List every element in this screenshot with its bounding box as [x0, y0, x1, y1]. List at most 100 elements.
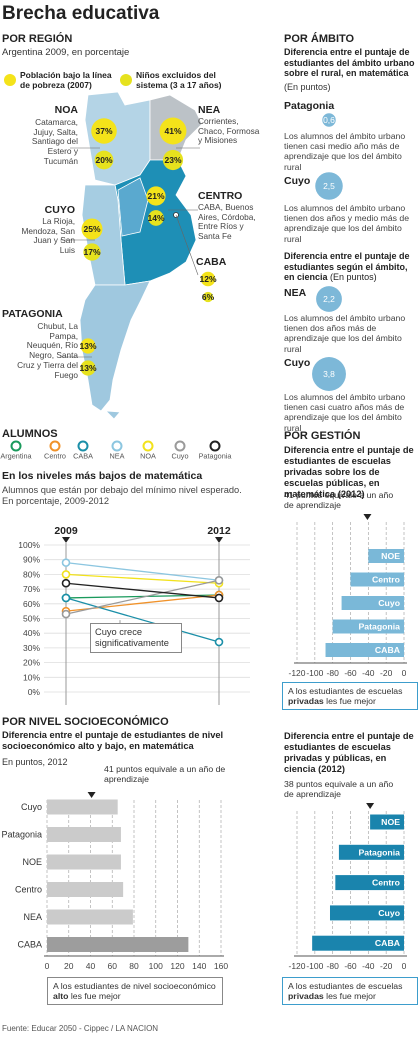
bar — [47, 799, 118, 815]
point — [61, 570, 71, 579]
region-name: PATAGONIA — [2, 308, 63, 320]
bubble — [80, 360, 96, 376]
legend-label: Cuyo — [171, 452, 188, 461]
bar-label: NEA — [23, 912, 42, 922]
bar-label: NOE — [381, 817, 400, 827]
y-tick-label: 50% — [23, 614, 40, 624]
y-tick-label: 20% — [23, 658, 40, 668]
bubble — [312, 357, 346, 391]
bubble — [159, 117, 187, 145]
x-tick-label: 0 — [402, 961, 407, 971]
chart-title: Diferencia entre el puntaje de estudiant… — [284, 251, 418, 283]
chart-title: Diferencia entre el puntaje de estudiant… — [2, 730, 224, 751]
bubble-label: 17% — [83, 247, 100, 257]
source: Fuente: Educar 2050 - Cippec / LA NACION — [2, 1024, 159, 1033]
reference-label: 38 puntos equivale a un año de aprendiza… — [284, 779, 394, 800]
bar — [368, 549, 404, 563]
bubble — [202, 291, 214, 303]
note-text: alto — [53, 991, 69, 1002]
chart-subtitle: (En puntos) — [330, 272, 377, 283]
bubble-label: 13% — [79, 341, 96, 351]
point — [61, 593, 71, 603]
subtitle: Argentina 2009, en porcentaje — [2, 47, 130, 58]
bar-label: NOE — [22, 857, 42, 867]
chart-subtitle: (En puntos) — [284, 82, 331, 92]
y-tick-label: 0% — [28, 687, 41, 697]
legend-swatch — [49, 440, 61, 452]
note-box: A los estudiantes de nivel socioeconómic… — [47, 977, 223, 1006]
note-text: A los estudiantes de escuelas — [288, 686, 403, 696]
x-tick-label: -40 — [362, 668, 375, 678]
region-name: CABA — [196, 256, 227, 268]
bubble-label: 23% — [164, 155, 181, 165]
point — [61, 558, 71, 567]
x-tick-label: -80 — [327, 668, 340, 678]
legend-label: NOA — [140, 452, 156, 461]
bar-label: Centro — [15, 885, 42, 895]
marker-triangle — [87, 792, 96, 798]
x-tick-label: 0 — [45, 961, 50, 971]
marker-triangle — [215, 537, 223, 543]
marker-triangle — [366, 803, 375, 809]
bubble-note: Los alumnos del ámbito urbano tienen dos… — [284, 313, 406, 354]
bubble — [316, 286, 342, 312]
map-tierra-del-fuego — [104, 410, 121, 420]
series-line — [65, 561, 220, 581]
page-title: Brecha educativa — [2, 3, 160, 24]
region-name: NEA — [198, 104, 221, 116]
chart-title-text: Diferencia entre el puntaje de estudiant… — [284, 251, 410, 283]
bar — [325, 643, 404, 657]
legend-label: Centro — [44, 452, 66, 461]
section-heading: POR ÁMBITO — [284, 33, 355, 45]
y-tick-label: 70% — [23, 584, 40, 594]
marker-triangle — [62, 537, 70, 543]
bar — [47, 854, 121, 870]
bar-label: Centro — [372, 575, 400, 585]
x-tick-label: 0 — [402, 668, 407, 678]
bar — [332, 619, 404, 634]
map-cordoba — [117, 177, 149, 237]
bar-label: NOE — [381, 551, 400, 561]
bubble-label: 6% — [202, 292, 215, 302]
bar — [312, 935, 404, 951]
reference-label: 41 puntos equivale a un año de aprendiza… — [284, 490, 394, 511]
bubble-label: 2,2 — [323, 294, 335, 304]
bar — [350, 572, 404, 587]
x-tick-label: 120 — [170, 961, 184, 971]
region-name: CENTRO — [198, 190, 243, 202]
x-tick-label: -20 — [380, 668, 393, 678]
x-tick-label: -100 — [306, 668, 323, 678]
series-line — [65, 582, 220, 599]
bubble-label: 25% — [83, 224, 100, 234]
x-tick-label: 20 — [64, 961, 74, 971]
section-heading: POR GESTIÓN — [284, 430, 361, 442]
note-text: les fue mejor — [323, 991, 376, 1002]
bar — [335, 875, 404, 891]
point — [214, 593, 224, 603]
bar — [341, 596, 404, 610]
series-line — [65, 597, 220, 643]
category-label: Cuyo — [284, 357, 311, 369]
region-provinces: CABA, Buenos Aires, Córdoba, Entre Ríos … — [198, 202, 256, 242]
bubble-label: 14% — [147, 213, 164, 223]
x-tick-label: 80 — [129, 961, 139, 971]
y-tick-label: 30% — [23, 643, 40, 653]
bar-label: Patagonia — [1, 830, 42, 840]
legend-swatch — [209, 440, 221, 452]
note-text: privadas — [288, 696, 324, 707]
note-text: les fue mejor — [68, 991, 121, 1002]
bubble-note: Los alumnos del ámbito urbano tienen cas… — [284, 392, 406, 433]
bubble-label: 0,6 — [323, 115, 335, 125]
legend-swatch — [111, 440, 123, 452]
section-heading: POR NIVEL SOCIOECONÓMICO — [2, 716, 169, 728]
bubble — [83, 243, 101, 261]
region-provinces: La Rioja, Mendoza, San Juan y San Luis — [21, 216, 75, 256]
legend-swatch — [10, 440, 22, 452]
bar — [338, 844, 404, 860]
bubble-label: 13% — [79, 363, 96, 373]
bar-label: CABA — [375, 938, 401, 948]
x-tick-label: -80 — [327, 961, 340, 971]
note-text: A los estudiantes de nivel socioeconómic… — [53, 981, 216, 991]
bar — [47, 909, 133, 925]
